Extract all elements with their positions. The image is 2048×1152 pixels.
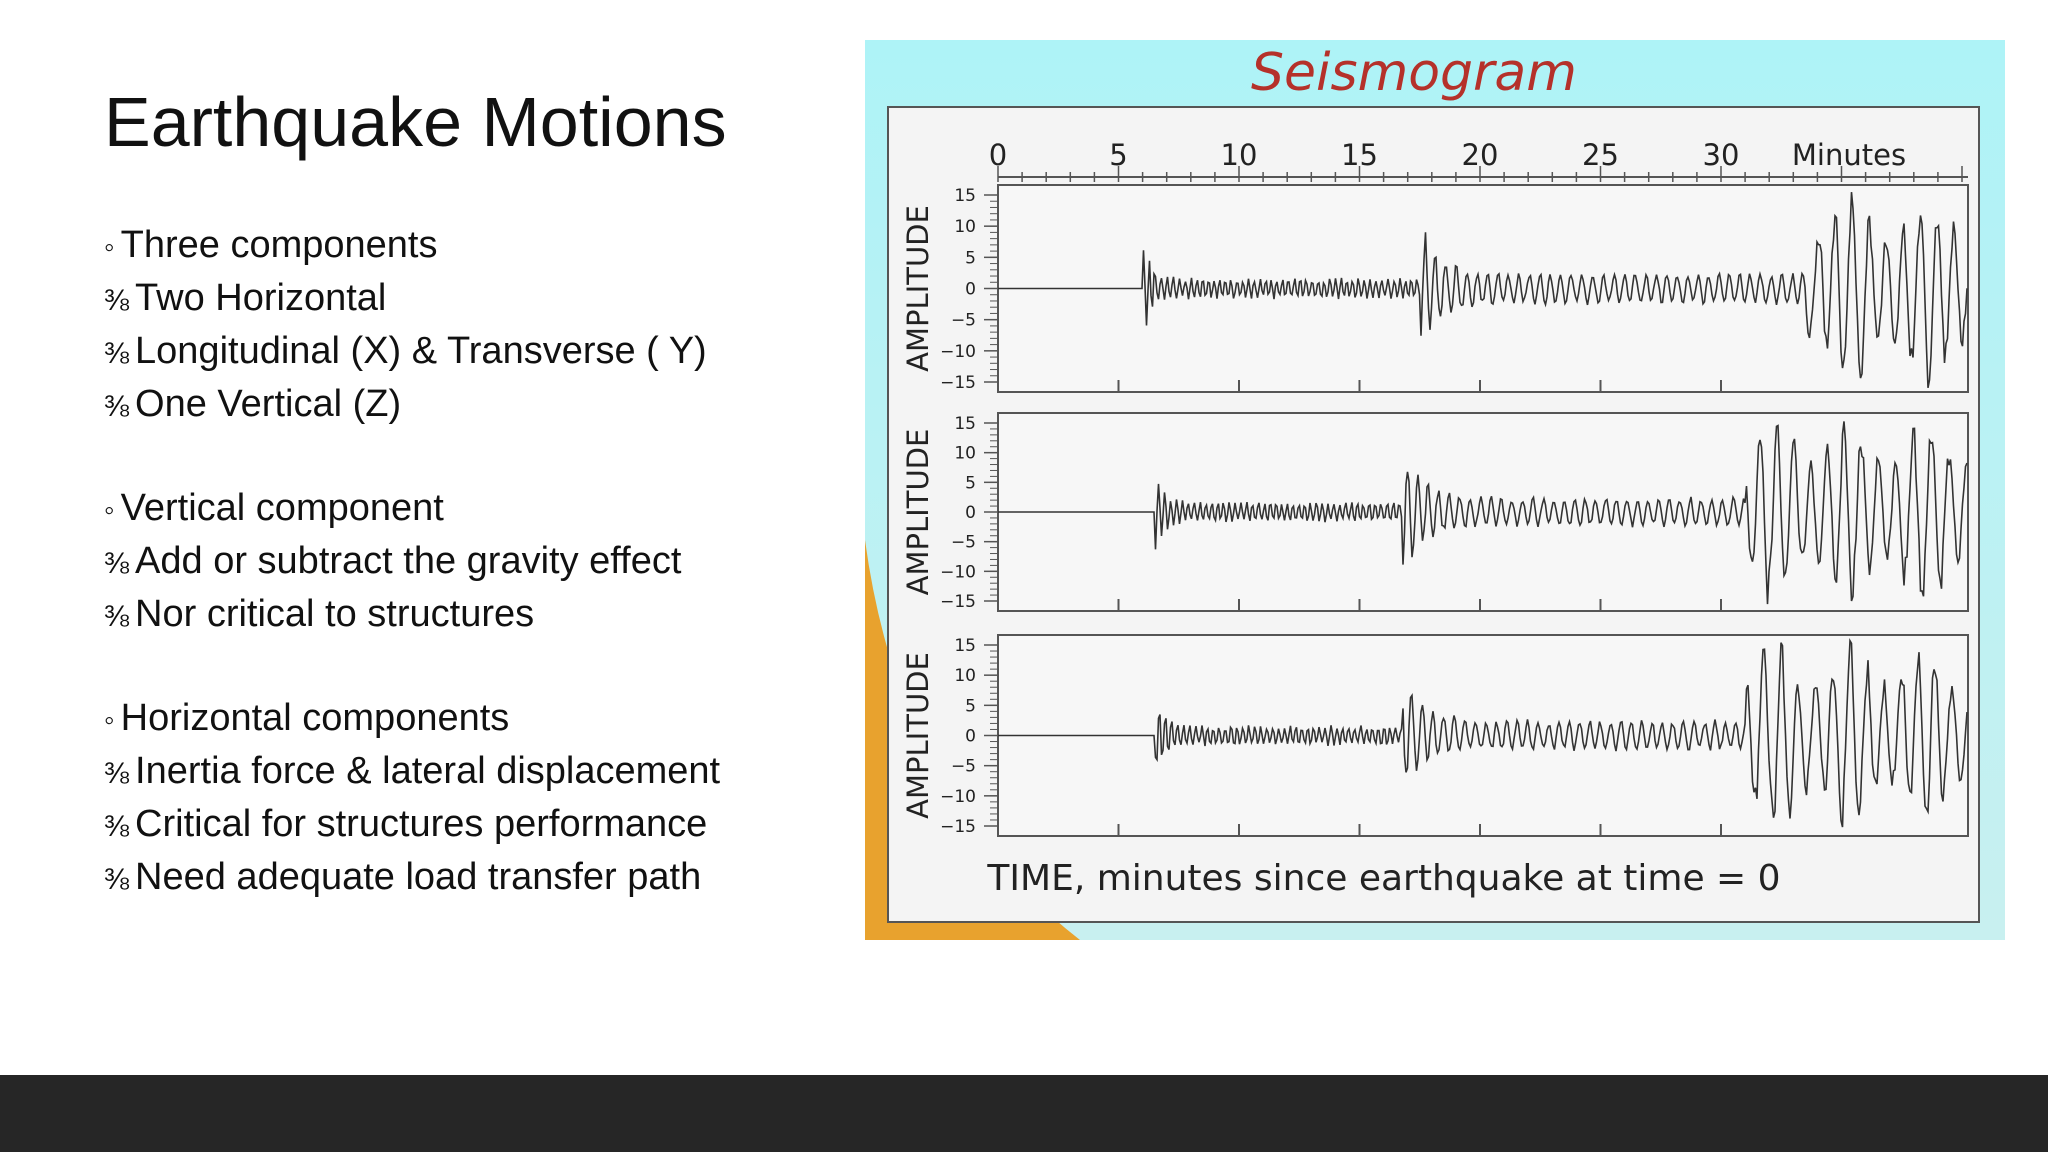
amplitude-label: AMPLITUDE [901,429,935,596]
amplitude-tick-label: −10 [940,562,976,582]
amplitude-tick-label: −15 [940,817,976,837]
amplitude-tick-label: −5 [951,757,976,777]
sub-bullet-marker: ⅜ [104,284,130,317]
bullet-list: ◦ Three components ⅜ Two Horizontal ⅜ Longitu… [104,220,720,956]
amplitude-tick-label: −10 [940,787,976,807]
bullet-text: Horizontal components [120,697,510,739]
waveform [998,192,1968,389]
sub-bullet-text: Add or subtract the gravity effect [135,540,682,582]
seismogram-figure: Seismogram TIME, minutes since earthquak… [865,40,2005,940]
sub-bullet-marker: ⅜ [104,810,130,843]
plot-frame [997,634,1969,837]
footer-bar [0,1075,2048,1152]
bullet-text: Three components [120,224,438,266]
sub-bullet: ⅜ Two Horizontal [104,273,720,326]
time-axis-label: TIME, minutes since earthquake at time =… [986,858,1780,899]
amplitude-tick-label: 15 [954,636,976,656]
amplitude-tick-label: 10 [954,217,976,237]
sub-bullet-text: Inertia force & lateral displacement [135,750,721,792]
sub-bullet-marker: ⅜ [104,547,130,580]
bullet-heading: ◦ Vertical component [104,483,720,536]
time-tick-label: 0 [989,138,1007,172]
slide-title: Earthquake Motions [104,83,727,161]
amplitude-tick-label: 5 [965,696,976,716]
amplitude-tick-label: 5 [965,248,976,268]
amplitude-tick-label: 10 [954,666,976,686]
sub-bullet: ⅜ Add or subtract the gravity effect [104,536,720,589]
bullet-section: ◦ Horizontal components ⅜ Inertia force & l… [104,693,720,905]
sub-bullet: ⅜ One Vertical (Z) [104,379,720,432]
sub-bullet: ⅜ Inertia force & lateral displacement [104,746,720,799]
bullet-heading: ◦ Horizontal components [104,693,720,746]
bullet-heading: ◦ Three components [104,220,720,273]
amplitude-tick-label: 0 [965,280,976,300]
amplitude-tick-label: 10 [954,444,976,464]
sub-bullet-text: Longitudinal (X) & Transverse ( Y) [135,330,707,372]
bullet-marker: ◦ [104,704,115,737]
amplitude-tick-label: −15 [940,373,976,393]
sub-bullet-text: Two Horizontal [135,277,387,319]
amplitude-tick-label: 0 [965,503,976,523]
sub-bullet-text: One Vertical (Z) [135,383,402,425]
time-tick-label: 5 [1109,138,1127,172]
sub-bullet-marker: ⅜ [104,337,130,370]
bullet-section: ◦ Vertical component ⅜ Add or subtract the … [104,483,720,642]
sub-bullet-text: Need adequate load transfer path [135,856,702,898]
sub-bullet-text: Nor critical to structures [135,593,535,635]
figure-title: Seismogram [1251,43,1577,103]
amplitude-tick-label: 5 [965,473,976,493]
amplitude-tick-label: −10 [940,342,976,362]
amplitude-tick-label: 0 [965,727,976,747]
amplitude-tick-label: −5 [951,311,976,331]
amplitude-label: AMPLITUDE [901,652,935,819]
bullet-marker: ◦ [104,231,115,264]
sub-bullet: ⅜ Nor critical to structures [104,589,720,642]
amplitude-label: AMPLITUDE [901,205,935,372]
amplitude-tick-label: −5 [951,533,976,553]
sub-bullet: ⅜ Longitudinal (X) & Transverse ( Y) [104,326,720,379]
sub-bullet-text: Critical for structures performance [135,803,708,845]
sub-bullet-marker: ⅜ [104,757,130,790]
sub-bullet: ⅜ Need adequate load transfer path [104,852,720,905]
waveform [998,421,1968,605]
sub-bullet-marker: ⅜ [104,600,130,633]
time-unit: Minutes [1792,138,1906,172]
waveform [998,637,1968,828]
sub-bullet-marker: ⅜ [104,863,130,896]
amplitude-tick-label: 15 [954,414,976,434]
bullet-text: Vertical component [120,487,444,529]
bullet-marker: ◦ [104,494,115,527]
amplitude-tick-label: −15 [940,592,976,612]
sub-bullet-marker: ⅜ [104,390,130,423]
sub-bullet: ⅜ Critical for structures performance [104,799,720,852]
amplitude-tick-label: 15 [954,186,976,206]
bullet-section: ◦ Three components ⅜ Two Horizontal ⅜ Longitu… [104,220,720,432]
